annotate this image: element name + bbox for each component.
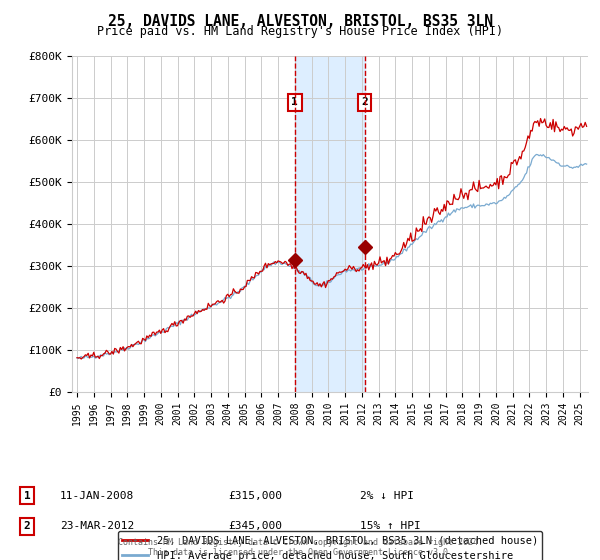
Text: 2: 2 xyxy=(361,97,368,107)
Text: Contains HM Land Registry data © Crown copyright and database right 2024.
This d: Contains HM Land Registry data © Crown c… xyxy=(118,538,482,557)
Legend: 25, DAVIDS LANE, ALVESTON, BRISTOL, BS35 3LN (detached house), HPI: Average pric: 25, DAVIDS LANE, ALVESTON, BRISTOL, BS35… xyxy=(118,531,542,560)
Text: £315,000: £315,000 xyxy=(228,491,282,501)
Text: 2: 2 xyxy=(23,521,31,531)
Text: 1: 1 xyxy=(23,491,31,501)
Text: 15% ↑ HPI: 15% ↑ HPI xyxy=(360,521,421,531)
Text: £345,000: £345,000 xyxy=(228,521,282,531)
Bar xyxy=(295,56,365,392)
Text: 1: 1 xyxy=(292,97,298,107)
Text: 25, DAVIDS LANE, ALVESTON, BRISTOL, BS35 3LN: 25, DAVIDS LANE, ALVESTON, BRISTOL, BS35… xyxy=(107,14,493,29)
Text: Price paid vs. HM Land Registry's House Price Index (HPI): Price paid vs. HM Land Registry's House … xyxy=(97,25,503,38)
Text: 11-JAN-2008: 11-JAN-2008 xyxy=(60,491,134,501)
Text: 2% ↓ HPI: 2% ↓ HPI xyxy=(360,491,414,501)
Text: 23-MAR-2012: 23-MAR-2012 xyxy=(60,521,134,531)
